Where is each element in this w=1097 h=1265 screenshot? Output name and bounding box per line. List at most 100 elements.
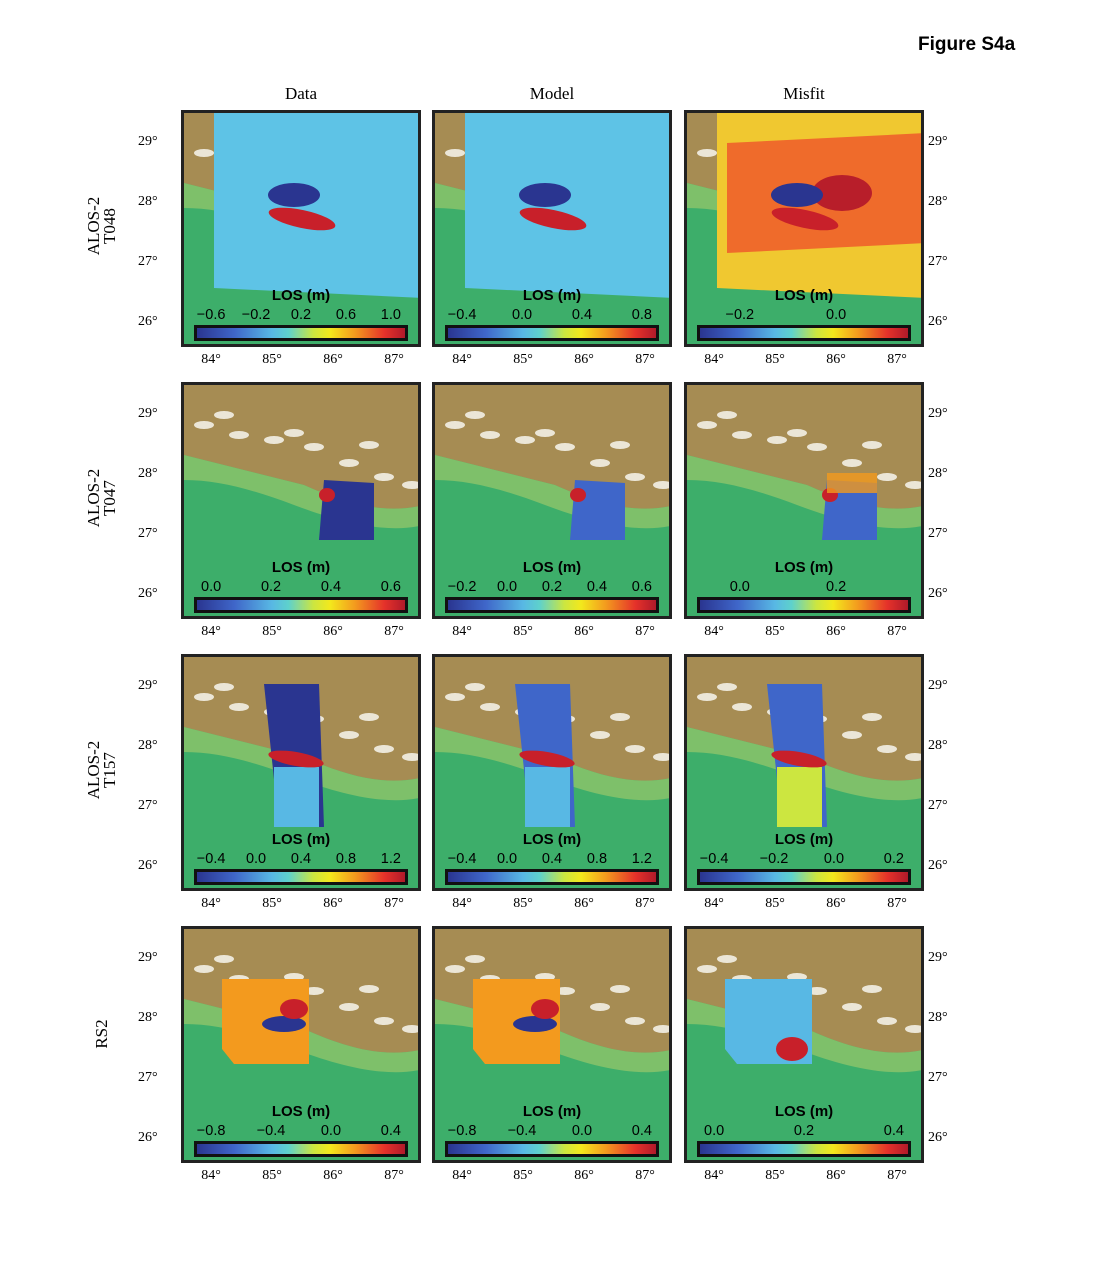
longitude-tick-label: 86° (323, 896, 343, 911)
longitude-tick-label: 86° (323, 1168, 343, 1183)
los-map (184, 657, 418, 888)
longitude-tick-label: 84° (704, 896, 724, 911)
row-label-line: T047 (100, 480, 119, 516)
latitude-tick-label: 29° (138, 134, 158, 149)
longitude-tick-label: 84° (452, 1168, 472, 1183)
longitude-tick-label: 86° (826, 624, 846, 639)
colorbar-tick-label: −0.4 (699, 851, 729, 867)
longitude-tick-label: 86° (574, 624, 594, 639)
los-label: LOS (m) (774, 831, 834, 848)
colorbar-tick-label: 0.6 (380, 579, 401, 595)
los-map (184, 385, 418, 616)
map-panel-model: LOS (m) −0.4 0.0 0.4 0.8 1.2 (432, 654, 672, 891)
longitude-tick-label: 87° (384, 896, 404, 911)
longitude-tick-label: 85° (765, 624, 785, 639)
colorbar (697, 869, 911, 885)
longitude-tick-label: 86° (323, 352, 343, 367)
los-map (687, 113, 921, 344)
colorbar-tick-label: 0.0 (704, 1123, 725, 1139)
colorbar-tick-label: −0.2 (447, 579, 477, 595)
colorbar (194, 325, 408, 341)
map-panel-model: LOS (m) −0.8 −0.4 0.0 0.4 (432, 926, 672, 1163)
longitude-tick-label: 86° (826, 896, 846, 911)
map-panel-data: LOS (m) 0.0 0.2 0.4 0.6 (181, 382, 421, 619)
latitude-tick-label: 28° (928, 1010, 948, 1025)
map-panel-misfit: LOS (m) −0.4 −0.2 0.0 0.2 (684, 654, 924, 891)
los-label: LOS (m) (271, 1103, 331, 1120)
colorbar (697, 597, 911, 613)
map-panel-misfit: LOS (m) 0.0 0.2 (684, 382, 924, 619)
colorbar-tick-label: 0.8 (335, 851, 357, 867)
longitude-tick-label: 85° (513, 896, 533, 911)
colorbar-tick-label: −0.8 (447, 1123, 477, 1139)
colorbar-tick-label: −0.4 (447, 851, 477, 867)
longitude-tick-label: 84° (201, 896, 221, 911)
row-label: ALOS-2 T047 (84, 438, 119, 558)
longitude-tick-label: 85° (262, 352, 282, 367)
map-panel-misfit: LOS (m) −0.2 0.0 (684, 110, 924, 347)
longitude-tick-label: 87° (887, 896, 907, 911)
row-label-line: RS2 (92, 1019, 111, 1049)
colorbar (445, 597, 659, 613)
latitude-tick-label: 28° (928, 194, 948, 209)
los-label: LOS (m) (522, 287, 582, 304)
longitude-tick-label: 84° (452, 352, 472, 367)
colorbar-tick-label: 0.4 (320, 579, 342, 595)
colorbar-tick-label: 1.0 (380, 307, 401, 323)
los-label: LOS (m) (522, 559, 582, 576)
colorbar-ticks: −0.4 0.0 0.4 0.8 1.2 (194, 851, 408, 867)
longitude-tick-label: 87° (887, 352, 907, 367)
latitude-tick-label: 29° (138, 950, 158, 965)
colorbar (194, 1141, 408, 1157)
longitude-tick-label: 87° (887, 1168, 907, 1183)
latitude-tick-label: 29° (928, 950, 948, 965)
colorbar-tick-label: 0.4 (541, 851, 563, 867)
colorbar-tick-label: −0.2 (725, 307, 755, 323)
colorbar-tick-label: 0.2 (260, 579, 282, 595)
colorbar (445, 325, 659, 341)
longitude-tick-label: 85° (262, 1168, 282, 1183)
colorbar-tick-label: −0.2 (759, 851, 789, 867)
figure-title: Figure S4a (918, 34, 1016, 55)
colorbar-ticks: 0.0 0.2 (697, 579, 911, 595)
longitude-tick-label: 86° (574, 352, 594, 367)
longitude-tick-label: 87° (384, 1168, 404, 1183)
colorbar-tick-label: 0.2 (541, 579, 563, 595)
longitude-tick-label: 85° (765, 1168, 785, 1183)
longitude-tick-label: 86° (574, 896, 594, 911)
los-map (184, 113, 418, 344)
los-map (435, 929, 669, 1160)
map-panel-model: LOS (m) −0.2 0.0 0.2 0.4 0.6 (432, 382, 672, 619)
map-panel-misfit: LOS (m) 0.0 0.2 0.4 (684, 926, 924, 1163)
longitude-tick-label: 85° (513, 624, 533, 639)
longitude-tick-label: 84° (704, 624, 724, 639)
los-label: LOS (m) (271, 831, 331, 848)
latitude-tick-label: 27° (928, 254, 948, 269)
latitude-tick-label: 29° (138, 678, 158, 693)
longitude-tick-label: 87° (384, 352, 404, 367)
colorbar-tick-label: 0.4 (631, 1123, 652, 1139)
los-map (687, 385, 921, 616)
colorbar-ticks: −0.4 0.0 0.4 0.8 (445, 307, 659, 323)
longitude-tick-label: 84° (201, 352, 221, 367)
longitude-tick-label: 86° (323, 624, 343, 639)
latitude-tick-label: 26° (928, 858, 948, 873)
colorbar-tick-label: 0.2 (793, 1123, 815, 1139)
colorbar-tick-label: 0.4 (290, 851, 312, 867)
los-label: LOS (m) (271, 559, 331, 576)
latitude-tick-label: 27° (138, 798, 158, 813)
latitude-tick-label: 27° (138, 254, 158, 269)
longitude-tick-label: 87° (635, 624, 655, 639)
latitude-tick-label: 28° (138, 1010, 158, 1025)
colorbar-tick-label: 0.0 (320, 1123, 342, 1139)
colorbar-ticks: 0.0 0.2 0.4 0.6 (194, 579, 408, 595)
map-panel-data: LOS (m) −0.4 0.0 0.4 0.8 1.2 (181, 654, 421, 891)
longitude-tick-label: 84° (704, 1168, 724, 1183)
latitude-tick-label: 28° (928, 466, 948, 481)
latitude-tick-label: 26° (928, 586, 948, 601)
colorbar-tick-label: 0.0 (826, 307, 847, 323)
los-label: LOS (m) (271, 287, 331, 304)
los-label: LOS (m) (774, 1103, 834, 1120)
colorbar (445, 1141, 659, 1157)
colorbar-tick-label: 0.4 (380, 1123, 401, 1139)
